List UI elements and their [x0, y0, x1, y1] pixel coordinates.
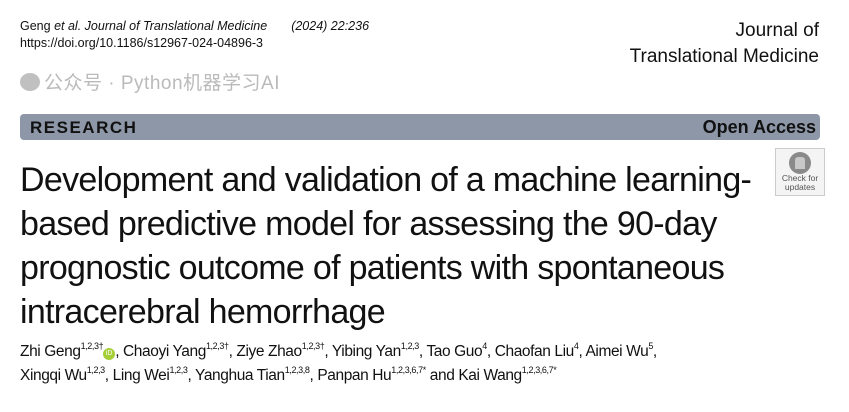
- author[interactable]: Xingqi Wu1,2,3: [20, 365, 105, 385]
- citation-volume: (2024) 22:236: [291, 19, 370, 33]
- author-name: Ling Wei: [112, 367, 170, 384]
- author[interactable]: Ziye Zhao1,2,3†: [236, 341, 325, 361]
- journal-name: Journal of Translational Medicine: [630, 18, 819, 70]
- check-for-updates-badge[interactable]: Check for updates: [775, 148, 825, 196]
- article-type-banner: RESEARCH Open Access: [20, 114, 820, 140]
- author-affiliation: 4: [573, 341, 579, 351]
- orcid-icon[interactable]: iD: [103, 348, 116, 360]
- article-type: RESEARCH: [30, 118, 138, 137]
- badge-line2: updates: [784, 181, 816, 192]
- author[interactable]: Tao Guo4: [426, 341, 487, 361]
- author[interactable]: Aimei Wu5: [585, 341, 653, 361]
- citation-journal: Journal of Translational Medicine: [84, 19, 268, 33]
- author-name: Yibing Yan: [331, 343, 401, 360]
- citation: Geng et al. Journal of Translational Med…: [20, 18, 369, 52]
- author-affiliation: 1,2,3,6,7*: [521, 365, 557, 375]
- citation-author: Geng: [20, 19, 51, 33]
- author-name: Tao Guo: [426, 343, 483, 360]
- author-name: Zhi Geng: [20, 343, 81, 360]
- author[interactable]: Chaoyi Yang1,2,3†: [123, 341, 229, 361]
- citation-etal: et al.: [54, 19, 82, 33]
- author[interactable]: Chaofan Liu4: [494, 341, 579, 361]
- author-affiliation: 1,2,3†: [301, 341, 325, 351]
- author-affiliation: 1,2,3: [86, 365, 105, 375]
- author-and: and: [429, 367, 455, 384]
- author-name: Aimei Wu: [585, 343, 649, 360]
- author-list: Zhi Geng1,2,3†iD, Chaoyi Yang1,2,3†, Ziy…: [20, 341, 657, 385]
- article-header: Development and validation of a machine …: [20, 158, 770, 388]
- author-affiliation: 1,2,3,8: [284, 365, 310, 375]
- author[interactable]: Zhi Geng1,2,3†iD: [20, 341, 116, 360]
- wechat-icon: [20, 73, 40, 91]
- author-name: Kai Wang: [458, 367, 522, 384]
- author-affiliation: 1,2,3: [400, 341, 419, 351]
- open-access-label: Open Access: [702, 117, 816, 137]
- author[interactable]: Ling Wei1,2,3: [112, 365, 188, 385]
- doi-link[interactable]: https://doi.org/10.1186/s12967-024-04896…: [20, 36, 264, 50]
- watermark-text: 公众号 · Python机器学习AI: [44, 73, 280, 94]
- journal-name-line1: Journal of: [735, 20, 819, 41]
- author-name: Chaoyi Yang: [123, 343, 206, 360]
- author-affiliation: 4: [482, 341, 487, 351]
- author-name: Panpan Hu: [317, 367, 392, 384]
- journal-name-line2: Translational Medicine: [629, 46, 819, 67]
- author-name: Xingqi Wu: [20, 367, 87, 384]
- author-affiliation: 1,2,3,6,7*: [391, 365, 426, 375]
- watermark: 公众号 · Python机器学习AI: [20, 72, 280, 96]
- author[interactable]: Panpan Hu1,2,3,6,7*: [317, 365, 426, 385]
- article-title: Development and validation of a machine …: [20, 161, 752, 331]
- author[interactable]: Yanghua Tian1,2,3,8: [195, 365, 310, 385]
- author-name: Chaofan Liu: [494, 343, 575, 360]
- author-affiliation: 1,2,3†: [205, 341, 229, 351]
- author[interactable]: Kai Wang1,2,3,6,7*: [458, 365, 557, 385]
- author-affiliation: 1,2,3†: [80, 341, 104, 351]
- badge-line1: Check for: [781, 173, 819, 183]
- bookmark-icon: [789, 152, 811, 174]
- author-name: Yanghua Tian: [195, 367, 285, 384]
- author-affiliation: 1,2,3: [169, 365, 188, 375]
- author[interactable]: Yibing Yan1,2,3: [331, 341, 419, 361]
- author-name: Ziye Zhao: [236, 343, 302, 360]
- author-affiliation: 5: [648, 341, 653, 351]
